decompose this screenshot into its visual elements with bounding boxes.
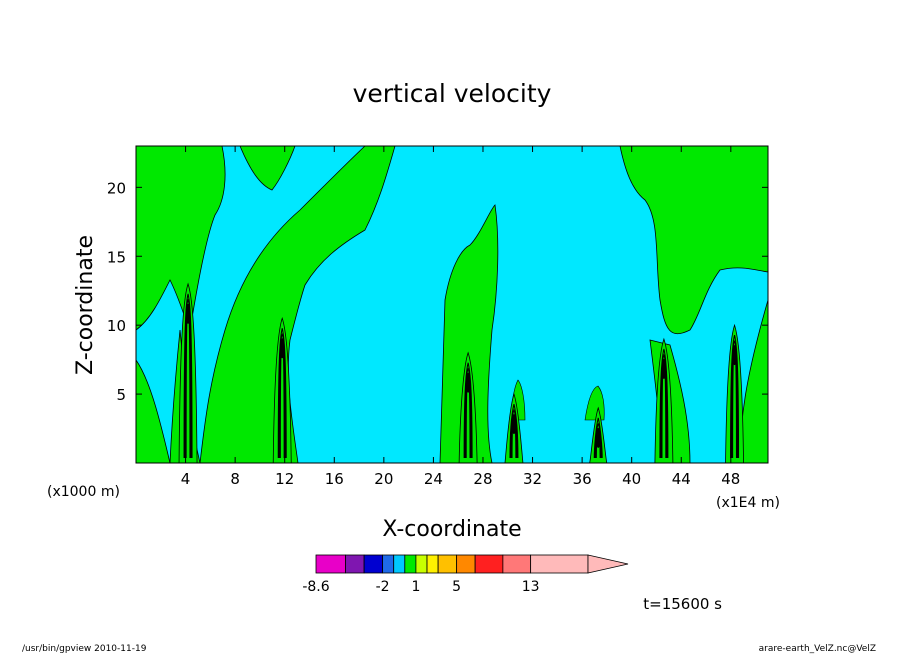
x-axis-label: X-coordinate	[382, 517, 521, 542]
y-tick-label: 20	[107, 179, 126, 197]
colorbar-segment	[474, 554, 504, 574]
colorbar	[315, 554, 629, 574]
updraft-columns	[178, 282, 744, 463]
updraft-column	[588, 406, 608, 463]
colorbar-segment	[315, 554, 347, 574]
x-tick-label: 40	[622, 470, 641, 488]
colorbar-segment	[393, 554, 406, 574]
y-axis-label: Z-coordinate	[73, 235, 98, 375]
updraft-column	[458, 351, 478, 463]
colorbar-segment	[415, 554, 428, 574]
updraft-column	[725, 323, 744, 463]
updraft-core	[732, 345, 738, 366]
colorbar-segment	[345, 554, 365, 574]
updraft-column	[272, 317, 292, 463]
colorbar-segment	[426, 554, 439, 574]
colorbar-labels: -8.6 -2 1 5 13	[302, 579, 539, 595]
y-tick-label: 15	[107, 248, 126, 266]
colorbar-segment	[456, 554, 476, 574]
updraft-core	[595, 427, 601, 448]
plot-area	[136, 146, 768, 463]
x-tick-label: 28	[473, 470, 492, 488]
updraft-column	[178, 282, 198, 463]
colorbar-segment	[404, 554, 417, 574]
updraft-core	[511, 414, 517, 435]
time-label: t=15600 s	[643, 595, 722, 613]
x-tick-label: 16	[325, 470, 344, 488]
y-tick-label: 10	[107, 317, 126, 335]
updraft-column	[654, 337, 674, 463]
colorbar-label: 5	[452, 579, 461, 595]
colorbar-segment	[363, 554, 384, 574]
colorbar-label: 1	[411, 579, 420, 595]
colorbar-segment	[502, 554, 532, 574]
updraft-core	[185, 303, 191, 324]
colorbar-label: -8.6	[302, 579, 329, 595]
x-tick-label: 36	[573, 470, 592, 488]
x-tick-label: 12	[275, 470, 294, 488]
positive-velocity-regions	[136, 146, 768, 463]
x-tick-label: 4	[181, 470, 191, 488]
x-tick-label: 8	[230, 470, 240, 488]
footer-left: /usr/bin/gpview 2010-11-19	[22, 644, 147, 654]
x-tick-label: 24	[424, 470, 443, 488]
x-scale-note-left: (x1000 m)	[47, 484, 120, 500]
x-tick-label: 44	[672, 470, 691, 488]
footer-right: arare-earth_VelZ.nc@VelZ	[759, 644, 876, 654]
colorbar-segment	[382, 554, 395, 574]
plot-frame	[135, 145, 769, 464]
updraft-core	[661, 358, 667, 379]
x-tick-label: 32	[523, 470, 542, 488]
updraft-column	[504, 392, 524, 463]
colorbar-segment	[437, 554, 458, 574]
updraft-core	[465, 372, 471, 393]
x-scale-note-right: (x1E4 m)	[716, 495, 780, 511]
x-tick-label: 48	[721, 470, 740, 488]
colorbar-label: 13	[522, 579, 540, 595]
updraft-core	[279, 338, 285, 359]
x-axis: 4 8 12 16 20 24 28 32 36 40 44 48	[181, 146, 740, 488]
x-tick-label: 20	[374, 470, 393, 488]
colorbar-segment	[530, 554, 589, 574]
colorbar-label: -2	[376, 579, 390, 595]
y-axis: 5 10 15 20	[107, 179, 768, 404]
y-tick-label: 5	[116, 386, 126, 404]
chart-title: vertical velocity	[353, 79, 552, 108]
colorbar-extend-triangle	[587, 554, 629, 574]
